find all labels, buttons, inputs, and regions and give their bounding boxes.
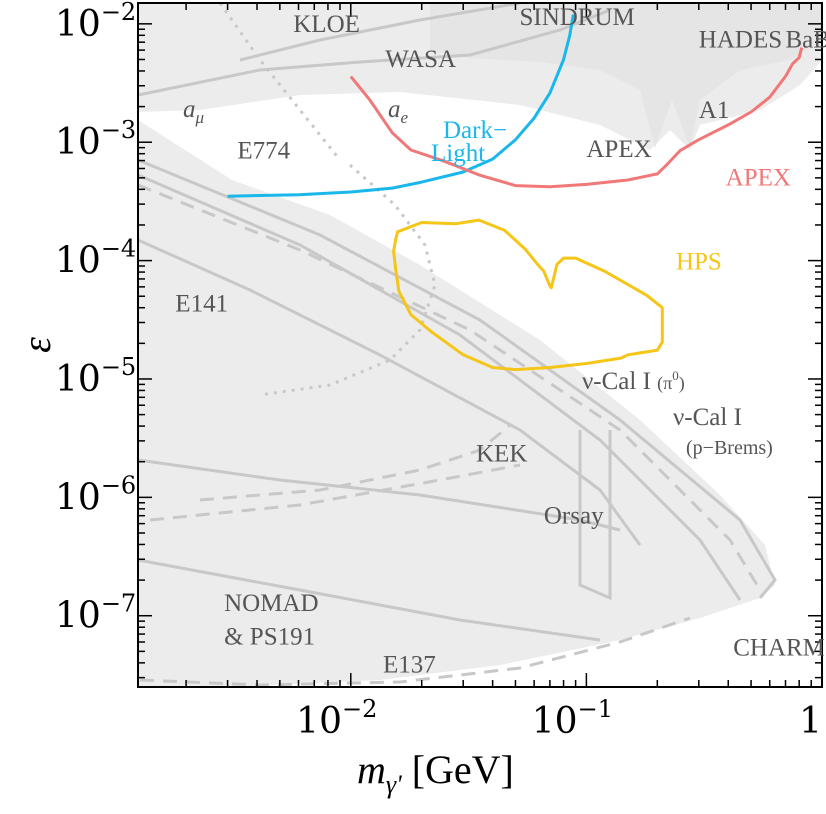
x-axis-gamma: γ': [386, 770, 402, 799]
y-axis-title: ε: [14, 337, 59, 353]
y-tick-label-mantissa: 10: [55, 359, 101, 400]
region-label-hades: HADES: [699, 27, 782, 54]
region-label-e141: E141: [175, 291, 228, 318]
y-tick-label-exponent: −4: [101, 235, 136, 263]
y-tick-label-mantissa: 10: [55, 241, 101, 282]
x-axis-unit: [GeV]: [412, 747, 514, 792]
series-apex-curve: [349, 47, 804, 189]
beam-dump-contour-3: [138, 183, 762, 591]
region-label-nomad: NOMAD: [224, 590, 318, 617]
y-tick-label: 10−2: [55, 0, 136, 45]
y-tick-label-exponent: −3: [101, 116, 136, 144]
y-tick-label: 10−4: [55, 235, 136, 282]
region-label-layer: KLOE SINDRUM HADESBaBar WASA A1 APEX APEX E774 H…: [175, 4, 826, 679]
x-tick-label: 10−1: [532, 695, 613, 742]
region-label-wasa: WASA: [385, 46, 456, 73]
region-label-sindrum: SINDRUM: [519, 4, 634, 31]
y-tick-label: 10−6: [55, 471, 136, 518]
region-label-e774: E774: [237, 137, 290, 164]
series-dark-light-curve: [227, 14, 575, 198]
charm-contour: [578, 430, 612, 601]
a-e-label: ae: [388, 96, 409, 127]
y-tick-label-exponent: −2: [101, 0, 136, 26]
plot-frame: [137, 2, 823, 688]
beam-dump-contour-2: [138, 173, 742, 601]
x-axis-m: m: [357, 747, 386, 792]
region-label-apex: APEX: [586, 136, 651, 163]
y-tick-label-mantissa: 10: [55, 596, 101, 637]
y-tick-label-mantissa: 10: [55, 477, 101, 518]
region-label-kek: KEK: [476, 441, 527, 468]
region-label-charm: CHARM: [733, 635, 825, 662]
y-tick-label: 10−7: [55, 590, 136, 637]
beam-dump-excluded-region: [138, 120, 775, 686]
nomad-contour: [138, 558, 601, 642]
e141-contour: [138, 238, 642, 546]
nucal-pi0-close: ): [679, 373, 685, 394]
a-mu-sub: μ: [195, 108, 205, 127]
a-mu-base: a: [183, 96, 196, 123]
x-tick-label-mantissa: 1: [799, 701, 822, 742]
beam-dump-contour-1: [138, 158, 777, 599]
y-tick-label: 10−5: [55, 353, 136, 400]
nucal-pi0-sup: 0: [672, 368, 679, 383]
region-label-a1: A1: [699, 97, 730, 124]
y-tick-label-exponent: −6: [101, 471, 136, 499]
y-tick-label-exponent: −7: [101, 590, 136, 618]
orsay-contour-a: [138, 458, 621, 532]
region-label-kloe: KLOE: [293, 11, 360, 38]
e137-boundary: [139, 616, 691, 687]
x-axis-title: mγ' [GeV]: [357, 747, 514, 799]
a-e-base: a: [388, 96, 401, 123]
series-hps-curve: [392, 218, 664, 372]
constraint-contours: [138, 3, 777, 687]
region-label-ps191: & PS191: [224, 624, 315, 651]
x-tick-label: 10−2: [296, 695, 377, 742]
region-label-orsay: Orsay: [544, 503, 604, 530]
region-label-apex: APEX: [726, 165, 791, 192]
region-label-hps: HPS: [676, 249, 722, 276]
y-tick-label-exponent: −5: [101, 353, 136, 381]
x-tick-label-mantissa: 10: [532, 701, 578, 742]
x-tick-label-exponent: −1: [578, 695, 613, 723]
kloe-contour: [239, 3, 521, 62]
tick-layer: 10−2 10−1 110−710−610−510−410−310−2: [55, 0, 823, 742]
nucal-pbrems-sublabel: (p−Brems): [686, 437, 773, 459]
series-layer: [227, 14, 804, 372]
a-e-contour: [138, 8, 611, 97]
x-tick-label: 1: [799, 701, 822, 742]
x-tick-label-mantissa: 10: [296, 701, 342, 742]
kek-contour: [199, 423, 511, 502]
dark-light-label-line1: Dark−: [443, 117, 507, 144]
nucal-pi0-label: ν-Cal I (π0): [582, 368, 685, 395]
a-mu-contour: [218, 3, 342, 161]
y-tick-label: 10−3: [55, 116, 136, 163]
a-e-sub: e: [401, 108, 409, 127]
x-tick-label-exponent: −2: [342, 695, 377, 723]
y-tick-label-mantissa: 10: [55, 122, 101, 163]
region-label-babar: BaBar: [786, 27, 826, 54]
a-mu-label: aμ: [183, 96, 204, 127]
nucal-pbrems-label: ν-Cal I: [673, 404, 742, 431]
nucal-pi0-paren: (π: [657, 373, 672, 394]
nucal-pi0-main: ν-Cal I: [582, 368, 651, 395]
dark-light-label-line2: Light: [431, 140, 485, 167]
region-label-e137: E137: [383, 652, 436, 679]
y-tick-label-mantissa: 10: [55, 4, 101, 45]
orsay-contour-b: [149, 463, 521, 522]
